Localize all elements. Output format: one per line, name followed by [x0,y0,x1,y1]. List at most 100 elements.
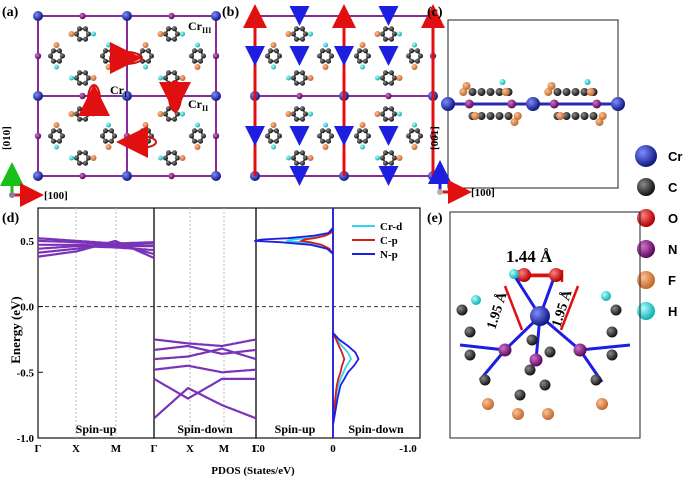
carbon-atom [392,31,397,37]
hydrogen-atom [375,155,380,161]
fluorine-atom [307,75,314,81]
legend-h-label: H [668,304,677,319]
carbon-atom [610,304,622,316]
carbon-atom [189,53,194,59]
carbon-atom [380,75,385,81]
panel-e-frame [449,211,641,439]
fluorine-atom [142,122,149,128]
carbon-atom [329,53,334,59]
carbon-atom [201,53,206,59]
fluorine-atom [157,111,164,117]
spin-down-band [153,364,257,374]
carbon-atom [590,374,602,386]
nitrogen-atom [549,99,559,109]
hydrogen-atom [397,111,402,117]
carbon-atom [268,48,273,54]
carbon-atom [606,326,618,338]
panel-a-moments [78,42,191,158]
panel-d: (d) Energy (eV) PDOS (States/eV) -1.0 -0.… [2,207,421,477]
legend-n-icon [637,240,655,258]
nitrogen-atom [296,92,303,100]
carbon-atom [74,111,79,117]
carbon-atom [163,155,168,161]
bond-bracket-long [503,285,580,331]
nitrogen-atom [34,132,42,140]
nitrogen-atom [498,343,512,357]
carbon-atom [409,48,414,54]
carbon-atom [383,70,388,76]
nitrogen-atom [212,52,220,60]
carbon-atom [320,48,325,54]
carbon-atom [357,58,362,64]
carbon-atom [146,138,151,144]
carbon-atom [415,48,420,54]
hydrogen-atom [412,122,417,128]
legend-o-label: O [668,211,678,226]
carbon-atom [300,150,305,156]
carbon-atom [103,48,108,54]
carbon-atom [294,150,299,156]
hydrogen-atom [360,144,365,150]
carbon-atom [166,26,171,32]
carbon-atom [192,48,197,54]
chromium-atom [211,171,221,181]
fluorine-atom [179,155,186,161]
carbon-atom [326,58,331,64]
panel-e-label: (e) [427,211,443,226]
carbon-atom [77,106,82,112]
nitrogen-atom [168,172,175,180]
carbon-atom [514,389,526,401]
fluorine-atom [90,75,97,81]
hydrogen-atom [106,122,111,128]
carbon-atom [198,48,203,54]
carbon-atom [175,155,180,161]
pdos-legend-label: C-p [380,235,398,247]
carbon-atom [149,53,154,59]
fluorine-atom [194,64,201,70]
carbon-atom [544,346,556,358]
carbon-atom [320,58,325,64]
fluorine-atom [157,31,164,37]
carbon-atom [300,106,305,112]
carbon-atom [526,334,538,346]
nitrogen-atom [79,92,86,100]
carbon-atom [146,58,151,64]
carbon-atom [383,106,388,112]
fluorine-atom [396,75,403,81]
carbon-atom [606,349,618,361]
pdos-legend-label: Cr-d [380,221,402,233]
fluorine-atom [90,155,97,161]
carbon-atom [294,70,299,76]
panel-c-side-view [441,79,625,126]
subpanel-label: Spin-up [275,422,316,436]
chromium-atom [611,97,625,111]
hydrogen-atom [195,42,200,48]
chromium-atom [530,306,550,326]
carbon-atom [354,133,359,139]
panel-c: (c) [001] [100] [427,5,625,204]
hydrogen-atom [195,122,200,128]
carbon-atom [291,31,296,37]
carbon-atom [464,326,476,338]
fluorine-atom [142,42,149,48]
hydrogen-atom [308,31,313,37]
fluorine-atom [194,144,201,150]
chromium-atom [122,91,132,101]
fluorine-atom [374,111,381,117]
fluorine-atom [512,408,524,420]
carbon-atom [51,128,56,134]
hydrogen-atom [375,75,380,81]
carbon-atom [172,116,177,122]
carbon-atom [383,26,388,32]
fluorine-atom [179,75,186,81]
carbon-atom [571,112,580,120]
carbon-atom [303,75,308,81]
oxygen-atom [517,268,531,282]
legend-h-icon [637,302,655,320]
carbon-atom [383,36,388,42]
panel-e-local-structure [456,268,631,420]
subpanel-label: Spin-down [348,422,404,436]
subpanel-label: Spin-up [76,422,117,436]
fluorine-atom [307,155,314,161]
pdos-spin-down-n-p [332,332,360,426]
